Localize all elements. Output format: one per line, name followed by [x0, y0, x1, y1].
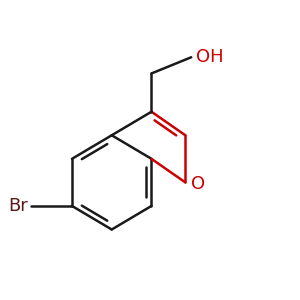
Text: Br: Br: [8, 197, 28, 215]
Text: O: O: [191, 175, 205, 193]
Text: OH: OH: [196, 48, 223, 66]
